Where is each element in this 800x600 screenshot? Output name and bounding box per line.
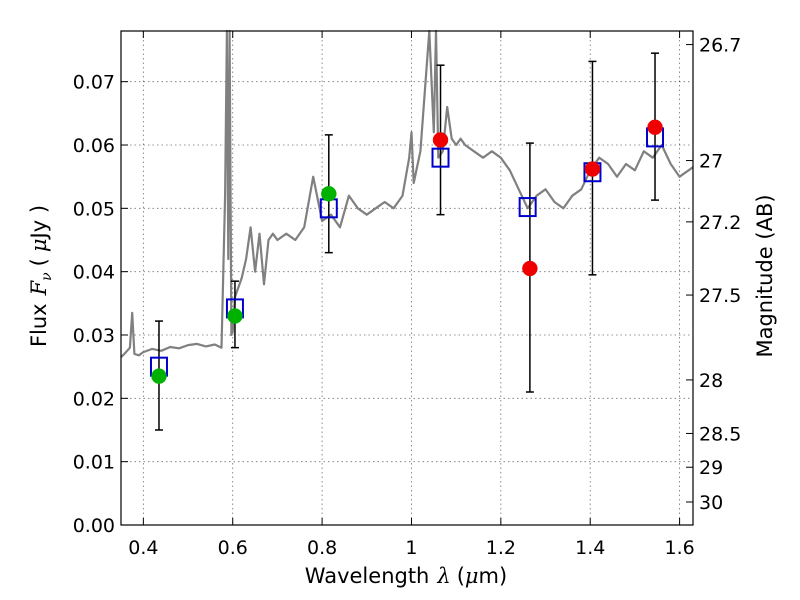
observed-point [522, 260, 538, 277]
y2-tick-label: 27.5 [699, 285, 741, 307]
x-axis-label: Wavelength λ (μm) [305, 564, 507, 588]
x-tick-label: 1.2 [486, 537, 516, 559]
y-tick-label: 0.01 [73, 452, 115, 474]
x-tick-label: 1 [405, 537, 417, 559]
y2-tick-label: 30 [699, 492, 723, 514]
x-tick-label: 0.4 [128, 537, 158, 559]
y-tick-label: 0.03 [73, 325, 115, 347]
observed-point [227, 308, 243, 324]
observed-point [647, 119, 663, 136]
model-square-marker [431, 147, 450, 168]
observed-point [432, 132, 449, 148]
model-square-marker [518, 197, 537, 218]
y2-tick-label: 27 [699, 151, 723, 173]
y-axis-label: FluxFν(μJy ) [27, 205, 55, 347]
y-tick-label: 0.04 [73, 262, 115, 284]
y2-tick-label: 27.2 [699, 212, 741, 234]
y-tick-label: 0.07 [73, 72, 115, 94]
plot-area [120, 29, 694, 431]
y2-tick-label: 28 [699, 370, 723, 392]
x-tick-label: 0.8 [307, 537, 337, 559]
grid [121, 31, 693, 525]
y-tick-label: 0.02 [73, 388, 115, 410]
observed-point [321, 186, 337, 202]
plot-frame [120, 30, 694, 526]
y-tick-label: 0.00 [73, 515, 115, 537]
spectrum-line [120, 29, 694, 358]
y2-axis-label: Magnitude (AB) [753, 194, 777, 357]
y2-tick-label: 28.5 [699, 423, 741, 445]
x-tick-label: 1.4 [575, 537, 605, 559]
y-tick-label: 0.06 [73, 135, 115, 157]
axes-ticks: 0.4 0.6 0.8 1 1.2 1.4 1.6 0.00 0.01 0.02 0.03 0.04 0… [73, 31, 741, 559]
y2-tick-label: 26.7 [699, 35, 741, 57]
observed-point [151, 368, 167, 384]
y2-tick-label: 29 [699, 457, 723, 479]
y-tick-label: 0.05 [73, 198, 115, 220]
observed-point [584, 161, 601, 177]
x-tick-label: 1.6 [664, 537, 694, 559]
x-tick-label: 0.6 [218, 537, 248, 559]
